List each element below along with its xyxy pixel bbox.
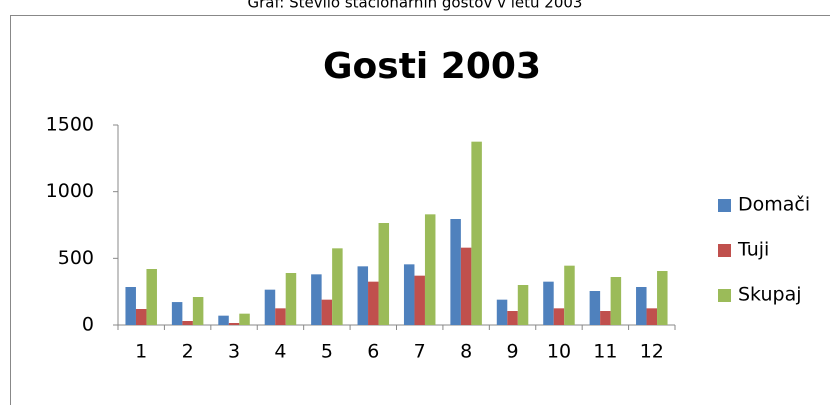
bar [424, 214, 436, 325]
bar [264, 289, 276, 325]
x-tick-label: 3 [228, 341, 240, 363]
bar [275, 308, 286, 325]
bar [368, 281, 379, 325]
bar [471, 141, 482, 325]
bar [564, 265, 575, 325]
x-tick-label: 5 [321, 341, 333, 363]
bar [460, 247, 472, 325]
bar [378, 223, 390, 325]
legend-swatch [718, 289, 731, 302]
bar [357, 266, 369, 325]
bar [610, 277, 622, 325]
bar [146, 269, 157, 325]
bar [125, 287, 136, 325]
bar [332, 248, 343, 325]
x-tick-label: 7 [414, 341, 426, 363]
bar [600, 311, 611, 325]
chart-frame [10, 15, 830, 405]
x-tick-label: 6 [367, 341, 379, 363]
bar [450, 219, 461, 325]
bar [496, 299, 508, 325]
bar [311, 274, 322, 325]
bar [171, 302, 183, 325]
legend-label: Domači [738, 194, 810, 216]
bar [285, 273, 297, 325]
x-tick-label: 10 [547, 341, 571, 363]
y-tick-label: 1000 [46, 180, 94, 202]
bar [646, 308, 658, 325]
x-tick-label: 1 [135, 341, 147, 363]
bar [192, 297, 204, 325]
bar [321, 299, 333, 325]
legend-swatch [718, 244, 731, 257]
legend-label: Tuji [737, 239, 769, 261]
x-tick-label: 9 [506, 341, 518, 363]
bar [228, 323, 240, 325]
bar [218, 315, 229, 325]
chart-title: Gosti 2003 [323, 46, 541, 87]
y-tick-label: 500 [58, 247, 94, 269]
bar [636, 287, 647, 325]
bar [543, 281, 554, 325]
bar [589, 291, 601, 325]
bar [403, 264, 415, 325]
x-tick-label: 2 [182, 341, 194, 363]
x-tick-label: 11 [593, 341, 617, 363]
legend-label: Skupaj [738, 284, 802, 306]
bar [517, 285, 529, 325]
bar [239, 313, 250, 325]
x-tick-label: 4 [274, 341, 286, 363]
caption: Graf: Število stacionarnih gostov v letu… [248, 0, 583, 12]
x-tick-label: 8 [460, 341, 472, 363]
bar [414, 275, 425, 325]
bar [135, 309, 147, 325]
bar [507, 311, 518, 325]
x-tick-label: 12 [640, 341, 664, 363]
y-tick-label: 0 [82, 314, 94, 336]
bar [553, 308, 565, 325]
legend-swatch [718, 199, 731, 212]
bar [182, 321, 193, 325]
y-tick-label: 1500 [46, 114, 94, 136]
bar [657, 271, 668, 325]
